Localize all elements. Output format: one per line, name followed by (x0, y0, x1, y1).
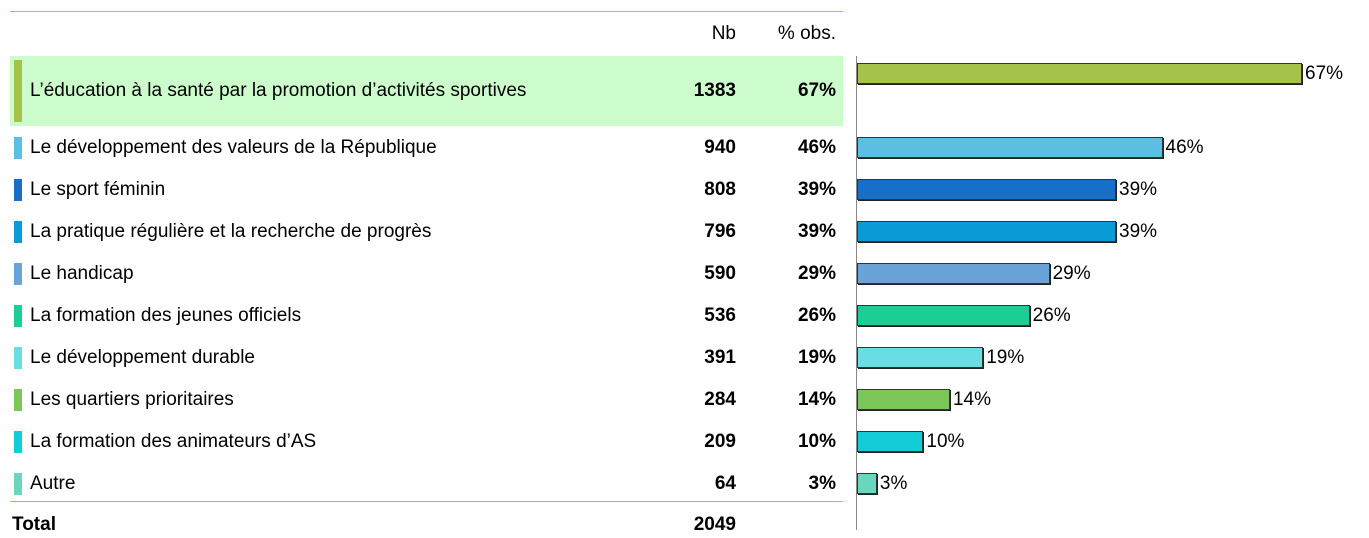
row-swatch (14, 473, 22, 495)
row-label: Le développement durable (30, 347, 256, 368)
row-swatch (14, 60, 22, 122)
count: 391 (704, 347, 736, 368)
bottom-rule (10, 501, 843, 502)
column-header: % obs. (777, 23, 836, 44)
row-label: Autre (30, 473, 76, 494)
count: 284 (704, 389, 736, 410)
axis-line (856, 56, 857, 530)
row-label: Le développement des valeurs de la Répub… (30, 137, 437, 158)
row-label: Les quartiers prioritaires (30, 389, 234, 410)
bar-label: 39% (1119, 179, 1158, 200)
bar (857, 431, 924, 452)
percent: 3% (808, 473, 836, 494)
percent: 29% (797, 263, 836, 284)
row-label: L’éducation à la santé par la promotion … (30, 80, 527, 101)
bar-label: 46% (1165, 137, 1204, 158)
count: 590 (704, 263, 736, 284)
count: 64 (714, 473, 736, 494)
row-label: La pratique régulière et la recherche de… (30, 221, 432, 242)
row-label: Le sport féminin (30, 179, 166, 200)
row-swatch (14, 263, 22, 285)
row-swatch (14, 431, 22, 453)
bar (857, 179, 1117, 200)
count: 1383 (693, 80, 736, 101)
column-header: Nb (711, 23, 736, 44)
count: 808 (704, 179, 736, 200)
count: 536 (704, 305, 736, 326)
count: 796 (704, 221, 736, 242)
row-label: La formation des jeunes officiels (30, 305, 302, 326)
bar (857, 305, 1030, 326)
bar (857, 137, 1163, 158)
percent: 26% (797, 305, 836, 326)
bar (857, 221, 1117, 242)
count: 940 (704, 137, 736, 158)
bar (857, 263, 1050, 284)
top-rule (10, 11, 843, 12)
row-label: Le handicap (30, 263, 134, 284)
percent: 67% (797, 80, 836, 101)
count: 209 (704, 431, 736, 452)
bar (857, 473, 877, 494)
row-swatch (14, 179, 22, 201)
row-swatch (14, 347, 22, 369)
row-highlight (10, 56, 843, 126)
bar-label: 3% (879, 473, 908, 494)
percent: 39% (797, 179, 836, 200)
row-swatch (14, 221, 22, 243)
bar-label: 10% (926, 431, 965, 452)
percent: 14% (797, 389, 836, 410)
percent: 39% (797, 221, 836, 242)
bar (857, 347, 984, 368)
bar-label: 19% (986, 347, 1025, 368)
total-label: Total (12, 514, 56, 535)
row-label: La formation des animateurs d’AS (30, 431, 317, 452)
bar-label: 39% (1119, 221, 1158, 242)
bar-label: 26% (1032, 305, 1071, 326)
row-swatch (14, 389, 22, 411)
row-swatch (14, 305, 22, 327)
bar (857, 63, 1302, 84)
percent: 10% (797, 431, 836, 452)
bar-label: 29% (1052, 263, 1091, 284)
bar-label: 14% (952, 389, 992, 410)
row-swatch (14, 137, 22, 159)
bar-label: 67% (1305, 63, 1344, 84)
total-value: 2049 (693, 514, 736, 535)
percent: 46% (797, 137, 836, 158)
percent: 19% (797, 347, 836, 368)
bar (857, 389, 950, 410)
